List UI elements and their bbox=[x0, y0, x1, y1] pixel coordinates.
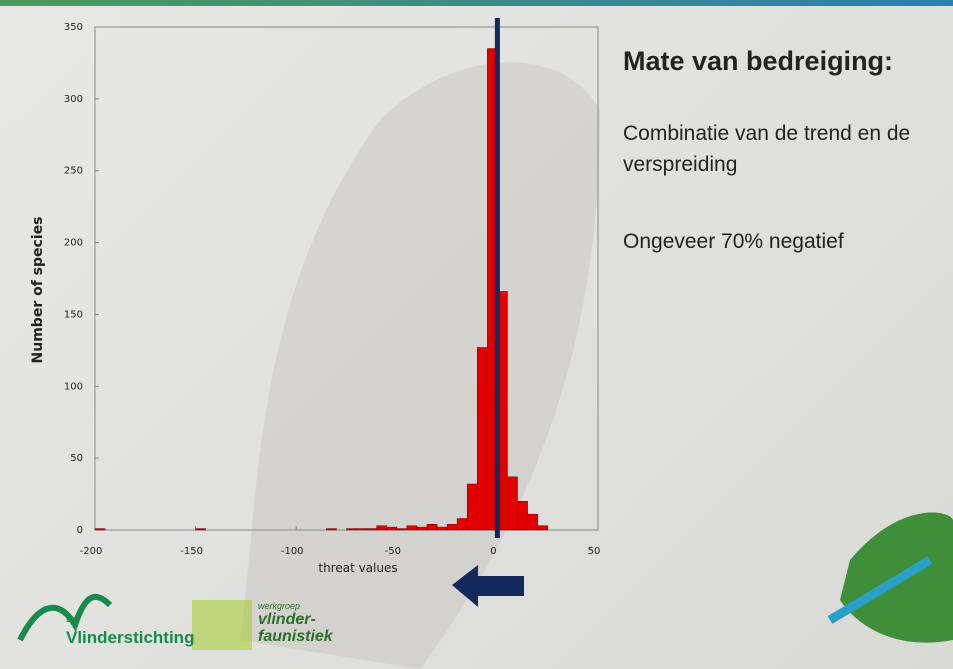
bar bbox=[466, 483, 478, 531]
bar bbox=[436, 526, 448, 531]
bar bbox=[366, 528, 377, 531]
x-tick-label: 50 bbox=[588, 546, 601, 557]
bullet-text: Ongeveer 70% negatief bbox=[623, 230, 844, 253]
bar bbox=[416, 526, 428, 531]
dot-logo-block bbox=[192, 600, 252, 650]
y-tick-label: 200 bbox=[64, 238, 83, 249]
bar bbox=[376, 525, 387, 531]
logo-small: werkgroep bbox=[258, 601, 301, 611]
y-tick-label: 350 bbox=[64, 22, 83, 33]
bullet-text: Combinatie van de trend en de verspreidi… bbox=[623, 122, 911, 176]
bar bbox=[356, 528, 367, 531]
y-tick-label: 300 bbox=[64, 94, 83, 105]
x-tick-label: 0 bbox=[490, 546, 496, 557]
bar bbox=[326, 528, 337, 531]
slide-title: Mate van bedreiging: bbox=[623, 46, 894, 76]
y-tick-label: 0 bbox=[77, 525, 83, 536]
dot-logo bbox=[192, 600, 252, 650]
bar bbox=[456, 518, 468, 531]
x-tick-label: -100 bbox=[281, 546, 304, 557]
x-tick-label: -200 bbox=[80, 546, 103, 557]
bar bbox=[507, 476, 518, 531]
y-tick-label: 250 bbox=[64, 166, 83, 177]
bar bbox=[386, 526, 398, 531]
x-axis-label: threat values bbox=[318, 561, 397, 575]
bar bbox=[396, 528, 408, 531]
bar bbox=[477, 347, 488, 531]
dragonfly-body bbox=[827, 556, 933, 624]
x-tick-label: -150 bbox=[180, 546, 203, 557]
logo-text: vlinder- faunistiek bbox=[258, 611, 333, 645]
bar bbox=[406, 525, 418, 531]
bar bbox=[426, 524, 438, 531]
bar bbox=[537, 525, 548, 531]
bar bbox=[346, 528, 357, 531]
logo-text: Vlinderstichting bbox=[66, 628, 195, 647]
y-tick-label: 100 bbox=[64, 381, 83, 392]
bar bbox=[195, 528, 206, 531]
x-tick-label: -50 bbox=[385, 546, 401, 557]
bar bbox=[527, 513, 538, 531]
logo-small: De bbox=[66, 614, 78, 624]
bar bbox=[517, 501, 528, 531]
top-bar bbox=[0, 0, 953, 6]
arrow bbox=[452, 565, 524, 607]
y-tick-label: 150 bbox=[64, 309, 83, 320]
vlinder-logo-mark bbox=[17, 593, 113, 642]
bar bbox=[94, 528, 106, 531]
y-tick-label: 50 bbox=[70, 453, 83, 464]
y-axis-label: Number of species bbox=[30, 217, 46, 364]
bar bbox=[446, 524, 458, 531]
butterfly-silhouette bbox=[240, 62, 600, 669]
